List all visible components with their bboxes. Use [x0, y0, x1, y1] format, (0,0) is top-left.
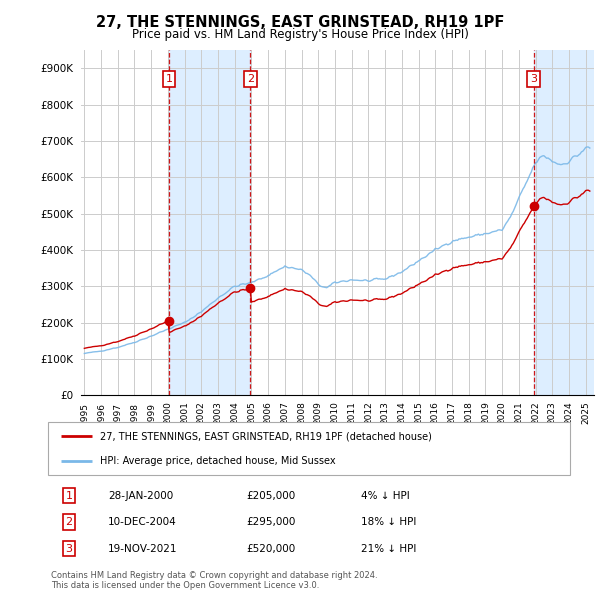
Text: £520,000: £520,000	[247, 543, 296, 553]
Text: £205,000: £205,000	[247, 491, 296, 501]
Text: 21% ↓ HPI: 21% ↓ HPI	[361, 543, 416, 553]
Text: 1: 1	[166, 74, 173, 84]
Text: 4% ↓ HPI: 4% ↓ HPI	[361, 491, 410, 501]
Text: Contains HM Land Registry data © Crown copyright and database right 2024.: Contains HM Land Registry data © Crown c…	[51, 571, 377, 579]
Text: 18% ↓ HPI: 18% ↓ HPI	[361, 517, 416, 527]
Text: This data is licensed under the Open Government Licence v3.0.: This data is licensed under the Open Gov…	[51, 581, 319, 589]
Text: 27, THE STENNINGS, EAST GRINSTEAD, RH19 1PF: 27, THE STENNINGS, EAST GRINSTEAD, RH19 …	[96, 15, 504, 30]
Bar	[533, 50, 594, 395]
Bar	[169, 50, 250, 395]
Text: 2: 2	[247, 74, 254, 84]
Text: 1: 1	[65, 491, 73, 501]
Text: 28-JAN-2000: 28-JAN-2000	[108, 491, 173, 501]
Text: 3: 3	[530, 74, 537, 84]
Text: Price paid vs. HM Land Registry's House Price Index (HPI): Price paid vs. HM Land Registry's House …	[131, 28, 469, 41]
Text: 3: 3	[65, 543, 73, 553]
Text: HPI: Average price, detached house, Mid Sussex: HPI: Average price, detached house, Mid …	[100, 455, 336, 466]
Text: 27, THE STENNINGS, EAST GRINSTEAD, RH19 1PF (detached house): 27, THE STENNINGS, EAST GRINSTEAD, RH19 …	[100, 431, 432, 441]
Text: 10-DEC-2004: 10-DEC-2004	[108, 517, 177, 527]
FancyBboxPatch shape	[48, 422, 570, 475]
Text: 19-NOV-2021: 19-NOV-2021	[108, 543, 178, 553]
Text: £295,000: £295,000	[247, 517, 296, 527]
Text: 2: 2	[65, 517, 73, 527]
